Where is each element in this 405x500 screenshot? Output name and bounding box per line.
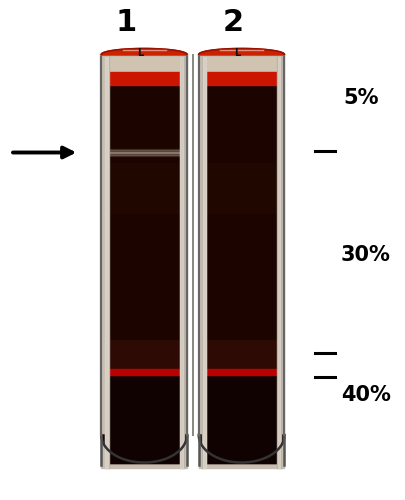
Bar [107, 375, 180, 462]
Bar [104, 58, 108, 468]
Bar [277, 58, 279, 468]
Bar [107, 368, 180, 375]
Bar [180, 58, 183, 468]
Polygon shape [101, 48, 187, 54]
Bar [107, 149, 180, 150]
Bar [107, 85, 180, 462]
Bar [107, 58, 180, 72]
Bar [205, 72, 277, 85]
Bar [205, 375, 277, 462]
Bar [277, 58, 281, 468]
Polygon shape [101, 435, 187, 462]
Bar [107, 153, 180, 154]
Polygon shape [198, 435, 284, 462]
Bar [202, 58, 205, 468]
Text: 40%: 40% [340, 385, 390, 405]
Bar [205, 340, 277, 375]
Bar [107, 72, 180, 85]
Bar [107, 150, 180, 152]
Bar [107, 152, 180, 153]
Bar [198, 54, 284, 468]
Bar [179, 58, 183, 468]
Bar [105, 58, 108, 468]
Bar [202, 58, 205, 468]
Text: 2: 2 [222, 8, 243, 37]
Bar [205, 85, 277, 462]
Text: 1: 1 [115, 8, 136, 37]
Bar [107, 154, 180, 156]
Text: L: L [137, 48, 143, 58]
Text: L: L [234, 48, 240, 58]
Bar [107, 340, 180, 375]
Bar [205, 58, 277, 72]
Polygon shape [198, 48, 284, 54]
Bar [107, 162, 180, 212]
Bar [205, 162, 277, 212]
Text: 30%: 30% [340, 245, 390, 265]
Bar [101, 54, 186, 468]
Text: 5%: 5% [342, 88, 377, 108]
Bar [205, 368, 277, 375]
